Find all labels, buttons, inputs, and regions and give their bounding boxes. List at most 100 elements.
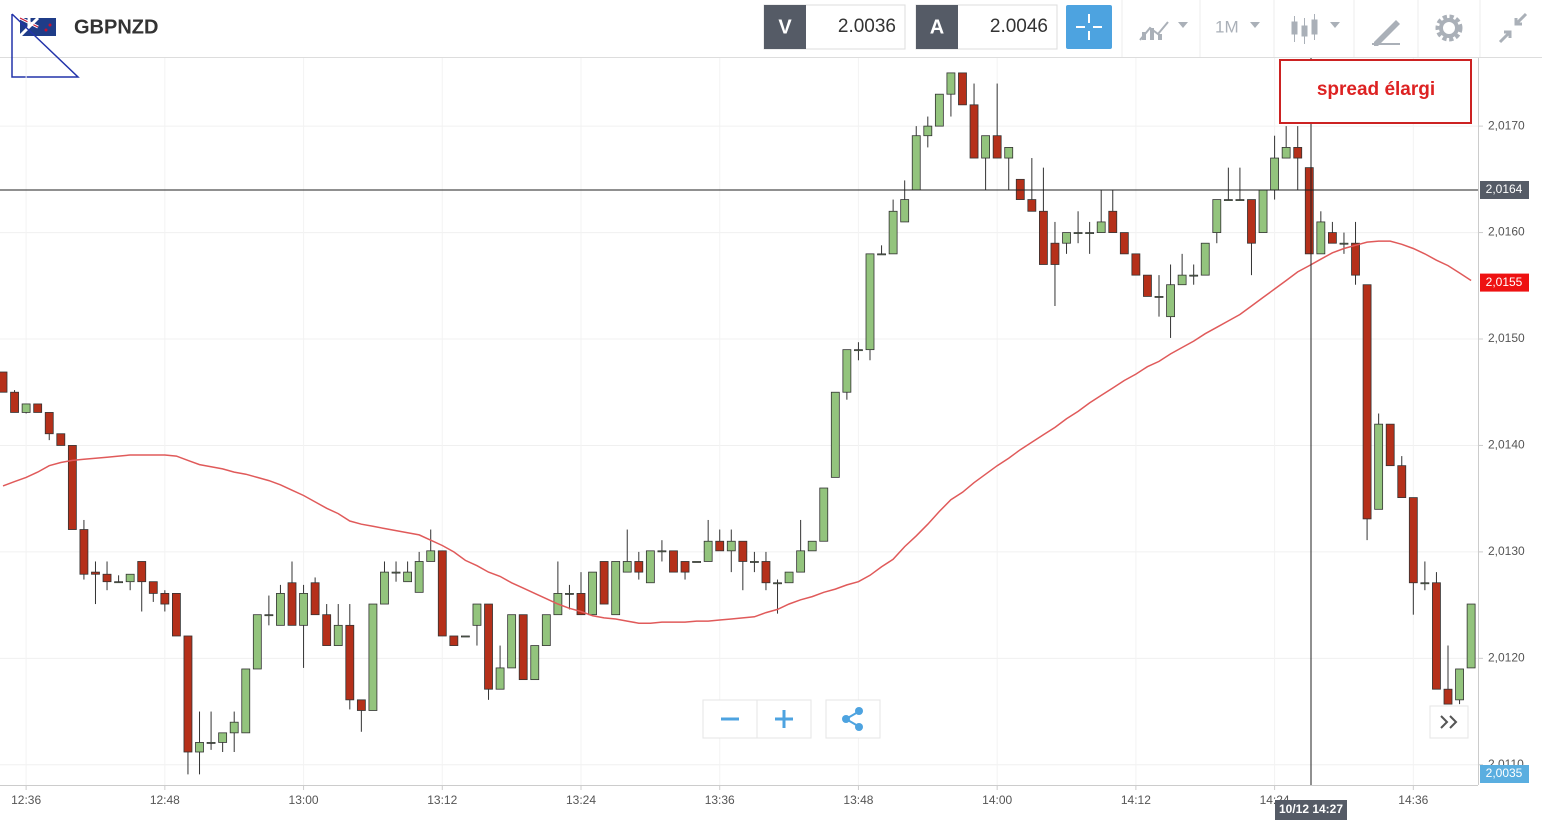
candle-body [356,699,366,711]
annotation: spread élargi [1317,79,1435,100]
zoom-out-button[interactable] [702,699,758,739]
candle-body [1420,582,1430,585]
candle-body [449,635,459,646]
moving-average [2,240,1472,624]
collapse-button[interactable] [1498,12,1528,44]
timeframe-button[interactable]: 1M [1215,17,1260,36]
candle-body [44,412,54,435]
candle-body [1397,465,1407,499]
candle-body [67,445,77,530]
x-tick-label: 14:12 [1121,793,1151,807]
candle-body [1189,274,1199,277]
x-tick-label: 14:00 [982,793,1012,807]
candle-body [934,93,944,127]
candle-body [1258,189,1268,233]
zoom-in-button[interactable] [756,699,812,739]
candle-body [484,603,493,690]
symbol: GBPNZD [74,16,158,38]
candle-body [911,135,921,191]
last-price-tag [1480,273,1529,292]
candle-body [91,571,100,575]
candle-body [611,561,621,616]
chart-type-button[interactable] [1139,21,1188,41]
candle-body [403,571,413,583]
candle-body [888,210,898,255]
candle-body [877,253,886,256]
x-tick-label: 13:12 [427,793,457,807]
share-button[interactable] [825,699,881,739]
candle-body [634,561,644,573]
x-tick-label: 13:24 [566,793,596,807]
candle-body [1119,232,1129,255]
corner-marker [11,13,80,78]
candle-body [854,349,863,352]
candle-body [1408,497,1418,584]
plot-area [0,72,1476,775]
candle-body [1085,232,1095,234]
candle-body [622,561,632,573]
candle-body [703,540,713,562]
candle-body [310,582,320,616]
x-tick-label: 12:36 [11,793,41,807]
candle-body [1432,582,1441,690]
y-tick-label: 2,0170 [1488,118,1525,132]
candle-body [1027,199,1037,212]
candle-body [1443,688,1453,705]
candle-body [368,603,378,711]
candle-body [796,550,806,573]
candle-body [414,561,424,593]
candle-body [865,253,875,351]
candle-body [588,571,597,616]
ask-box[interactable]: A 2.0046 [915,4,1058,50]
bid-price: 2.0036 [838,16,896,37]
scroll-right-button[interactable] [1429,705,1469,739]
x-tick-label: 13:00 [289,793,319,807]
candle-body [1004,147,1014,159]
draw-tool-button[interactable] [1372,20,1400,46]
candle-body [345,624,355,701]
candle-style-button[interactable] [1291,14,1340,44]
x-tick-label: 13:48 [843,793,873,807]
ask-letter: A [930,16,944,38]
flag [18,16,56,38]
y-tick-label: 2,0150 [1488,331,1525,345]
overlays: 2,0164 10/12 14:27 2,0155 2,0035 [0,58,1529,820]
y-tick-label: 2,0120 [1488,651,1525,665]
y-tick-label: 2,0160 [1488,225,1525,239]
bid-letter: V [778,16,792,38]
candle-body [1154,296,1164,298]
candle-body [541,614,551,646]
candle-body [1362,284,1372,520]
candle-body [1177,274,1187,286]
crosshair-button[interactable] [1066,5,1112,49]
candle-body [218,732,228,743]
axes: 2,01102,01202,01302,01402,01502,01602,01… [0,58,1525,807]
candle-body [1143,274,1152,297]
candle-body [1247,199,1256,244]
candle-body [715,540,725,552]
candle-body [33,403,43,413]
crosshair-time: 10/12 14:27 [1279,802,1343,816]
candle-body [333,624,343,646]
candle-body [981,135,990,159]
settings-button[interactable] [1435,14,1463,42]
candle-body [750,561,759,563]
candle-body [1015,178,1025,200]
candle-body [576,593,586,616]
candle-body [1039,210,1048,265]
candle-body [657,550,667,553]
bid-box[interactable]: V 2.0036 [763,4,906,50]
candle-body [79,529,89,575]
candle-body [1455,668,1464,701]
candle-body [229,721,239,734]
candle-body [460,635,470,638]
candle-body [171,593,181,637]
candle-body [1223,199,1233,201]
crosshair-time-tag [1275,800,1347,820]
candle-body [241,668,251,734]
y-tick-label: 2,0140 [1488,438,1525,452]
candle-body [391,571,401,574]
crosshair-price-tag [1480,180,1529,199]
candle-body [195,742,204,753]
